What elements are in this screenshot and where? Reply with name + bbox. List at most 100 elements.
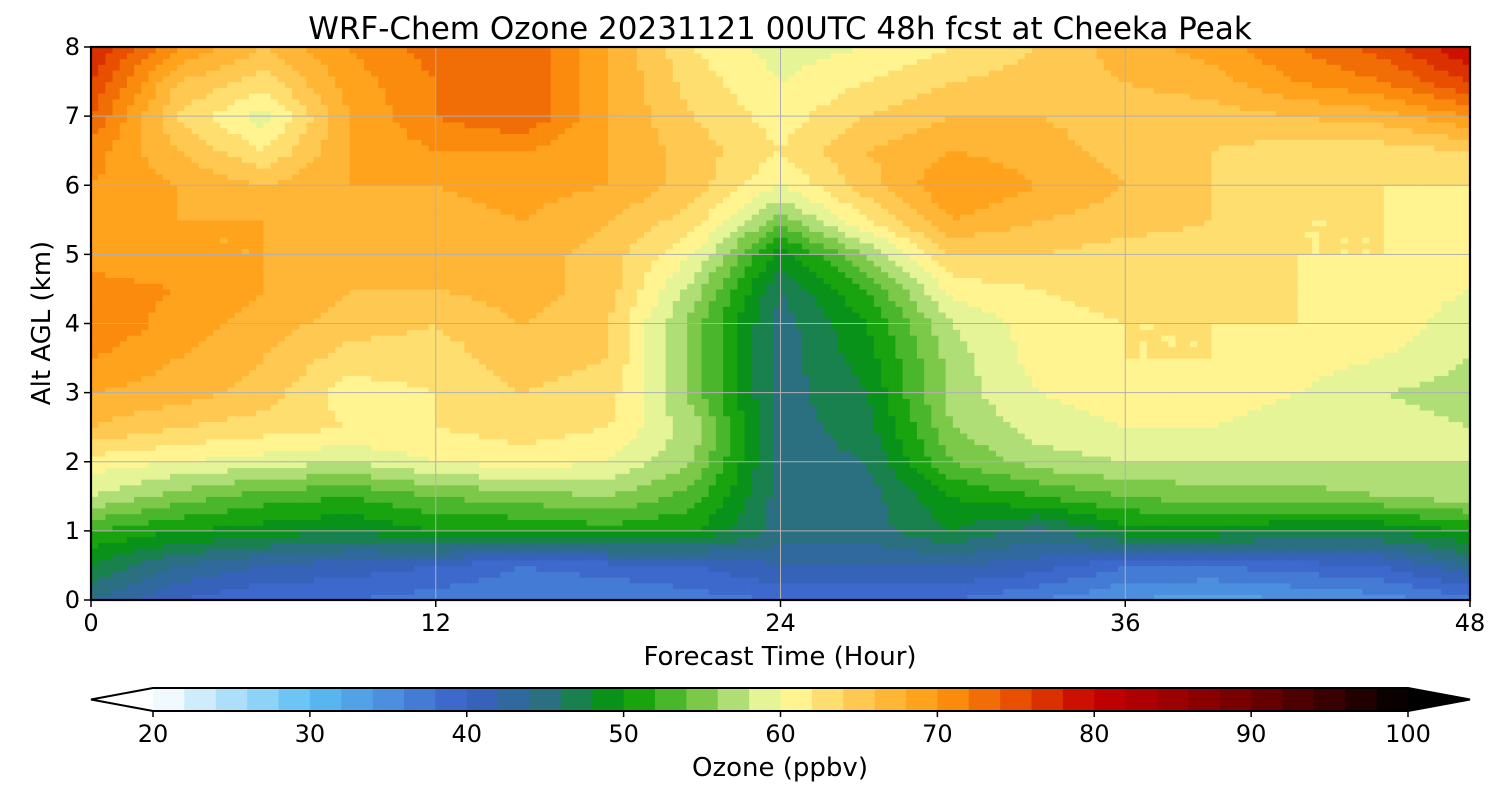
field-cell	[974, 548, 983, 555]
field-cell	[636, 530, 645, 538]
field-cell	[98, 582, 106, 590]
field-cell	[399, 525, 408, 532]
field-cell	[1046, 502, 1055, 509]
field-cell	[356, 502, 365, 509]
field-cell	[284, 542, 293, 549]
field-cell	[335, 571, 343, 578]
field-cell	[845, 553, 853, 561]
field-cell	[493, 467, 501, 474]
field-cell	[931, 461, 940, 469]
field-cell	[644, 455, 652, 463]
field-cell	[802, 525, 810, 532]
field-cell	[1218, 548, 1227, 555]
field-cell	[1146, 479, 1155, 486]
field-cell	[622, 588, 631, 595]
field-cell	[148, 542, 157, 549]
field-cell	[1369, 467, 1378, 474]
field-cell	[249, 530, 257, 538]
field-cell	[1060, 530, 1069, 538]
field-cell	[493, 473, 501, 480]
field-cell	[845, 571, 853, 578]
field-cell	[1175, 576, 1184, 584]
field-cell	[600, 559, 609, 567]
field-cell	[1153, 594, 1162, 601]
field-cell	[701, 576, 710, 584]
field-cell	[213, 473, 221, 480]
field-cell	[751, 588, 760, 595]
field-cell	[1067, 559, 1076, 567]
field-cell	[363, 576, 372, 584]
field-cell	[988, 507, 997, 515]
field-cell	[586, 507, 595, 515]
field-cell	[256, 467, 264, 474]
field-cell	[1362, 571, 1371, 578]
field-cell	[1297, 479, 1306, 486]
field-cell	[220, 502, 229, 509]
field-cell	[1340, 496, 1349, 503]
field-cell	[421, 496, 430, 503]
field-cell	[313, 479, 322, 486]
field-cell	[1448, 519, 1457, 526]
field-cell	[1146, 582, 1155, 590]
field-cell	[1046, 461, 1055, 469]
field-cell	[766, 525, 774, 532]
field-cell	[98, 450, 106, 457]
field-cell	[881, 513, 889, 520]
field-cell	[234, 450, 243, 457]
field-cell	[184, 507, 193, 515]
field-cell	[644, 496, 652, 503]
field-cell	[830, 576, 839, 584]
field-cell	[1369, 553, 1378, 561]
field-cell	[593, 571, 602, 578]
field-cell	[1326, 473, 1335, 480]
field-cell	[98, 525, 106, 532]
field-cell	[1053, 473, 1062, 480]
field-cell	[177, 559, 185, 567]
field-cell	[119, 571, 128, 578]
field-cell	[234, 588, 243, 595]
field-cell	[823, 513, 832, 520]
field-cell	[98, 536, 106, 543]
field-cell	[442, 496, 451, 503]
field-cell	[529, 542, 537, 549]
field-cell	[1419, 576, 1428, 584]
field-cell	[672, 542, 681, 549]
field-cell	[629, 553, 638, 561]
field-cell	[328, 507, 336, 515]
field-cell	[435, 507, 444, 515]
field-cell	[1139, 565, 1148, 572]
field-cell	[902, 479, 911, 486]
field-cell	[1211, 484, 1220, 492]
field-cell	[1132, 525, 1141, 532]
field-cell	[1362, 473, 1371, 480]
field-cell	[586, 576, 595, 584]
field-cell	[234, 553, 243, 561]
field-cell	[1232, 565, 1241, 572]
field-cell	[277, 594, 286, 601]
field-cell	[557, 461, 566, 469]
field-cell	[895, 479, 904, 486]
field-cell	[823, 496, 832, 503]
field-cell	[1146, 559, 1155, 567]
field-cell	[191, 507, 200, 515]
field-cell	[1247, 536, 1256, 543]
field-cell	[1046, 576, 1055, 584]
field-cell	[177, 571, 185, 578]
field-cell	[1218, 455, 1227, 463]
field-cell	[299, 588, 308, 595]
field-cell	[615, 525, 624, 532]
field-cell	[306, 479, 315, 486]
field-cell	[1383, 455, 1392, 463]
field-cell	[658, 553, 667, 561]
field-cell	[1053, 507, 1062, 515]
field-cell	[507, 490, 516, 497]
field-cell	[1247, 479, 1256, 486]
field-cell	[342, 479, 351, 486]
field-cell	[816, 473, 825, 480]
field-cell	[141, 513, 150, 520]
field-cell	[1053, 530, 1062, 538]
field-cell	[162, 484, 171, 492]
field-cell	[995, 496, 1004, 503]
field-cell	[1031, 490, 1040, 497]
field-cell	[378, 502, 387, 509]
